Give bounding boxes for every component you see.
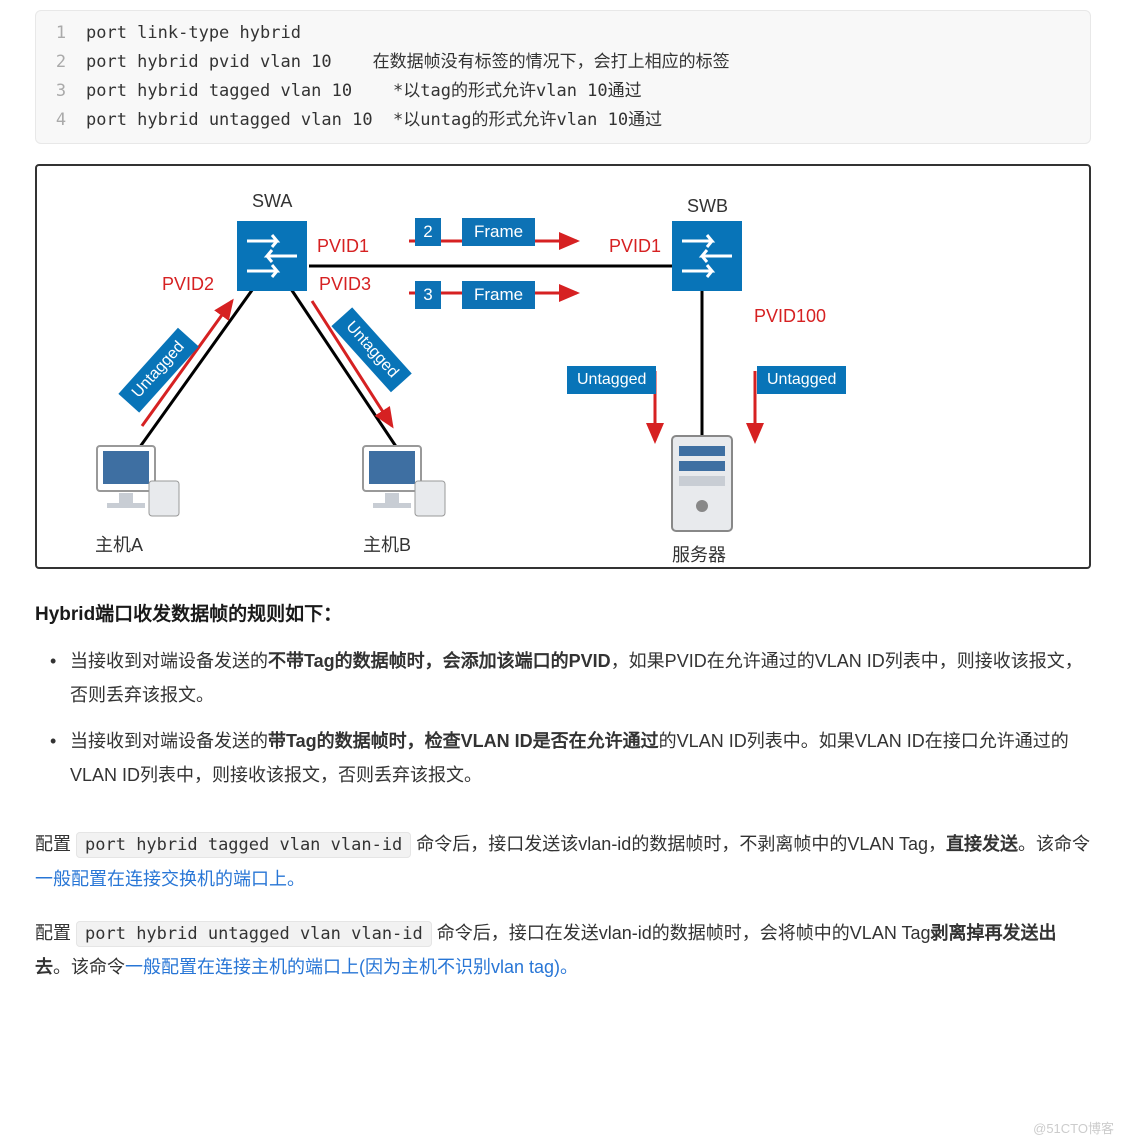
- code-content: port hybrid untagged vlan 10 *以untag的形式允…: [86, 106, 662, 135]
- untag-server2-label: Untagged: [757, 366, 846, 394]
- code-line: 4 port hybrid untagged vlan 10 *以untag的形…: [36, 106, 1090, 135]
- code-line: 1 port link-type hybrid: [36, 19, 1090, 48]
- list-text: 当接收到对端设备发送的: [70, 731, 268, 751]
- line-number: 4: [36, 106, 86, 135]
- pvid2-label: PVID2: [162, 274, 214, 295]
- host-a-label: 主机A: [95, 531, 143, 557]
- host-b-icon: [355, 441, 450, 526]
- bold-text: 不带Tag的数据帧时，会添加该端口的PVID: [268, 651, 611, 671]
- section-heading: Hybrid端口收发数据帧的规则如下：: [35, 599, 1091, 626]
- para-text: 配置: [35, 834, 76, 854]
- code-content: port hybrid tagged vlan 10 *以tag的形式允许vla…: [86, 77, 642, 106]
- swa-label: SWA: [252, 191, 292, 212]
- link-text: 一般配置在连接主机的端口上(因为主机不识别vlan tag)。: [125, 957, 578, 977]
- frame-num-3: 3: [415, 281, 441, 309]
- code-block: 1 port link-type hybrid 2 port hybrid pv…: [35, 10, 1091, 144]
- line-number: 2: [36, 48, 86, 77]
- untag-server1-label: Untagged: [567, 366, 656, 394]
- list-item: 当接收到对端设备发送的不带Tag的数据帧时，会添加该端口的PVID，如果PVID…: [70, 644, 1091, 712]
- para-text: 配置: [35, 923, 76, 943]
- inline-code: port hybrid untagged vlan vlan-id: [76, 921, 432, 947]
- frame-num-2: 2: [415, 218, 441, 246]
- server-icon: [657, 431, 747, 541]
- pvid3-label: PVID3: [319, 274, 371, 295]
- server-label: 服务器: [672, 541, 726, 567]
- swb-label: SWB: [687, 196, 728, 217]
- network-diagram: SWA SWB PVID1 PVID1 PVID2 PVID3 PVID100 …: [35, 164, 1091, 569]
- bullet-list: 当接收到对端设备发送的不带Tag的数据帧时，会添加该端口的PVID，如果PVID…: [35, 644, 1091, 793]
- switch-swa-icon: [237, 221, 307, 291]
- inline-code: port hybrid tagged vlan vlan-id: [76, 832, 411, 858]
- paragraph-tagged: 配置 port hybrid tagged vlan vlan-id 命令后，接…: [35, 827, 1091, 895]
- list-text: 当接收到对端设备发送的: [70, 651, 268, 671]
- para-text: 。该命令: [53, 957, 125, 977]
- frame-box-2: Frame: [462, 218, 535, 246]
- pvid1a-label: PVID1: [317, 236, 369, 257]
- para-text: 命令后，接口在发送vlan-id的数据帧时，会将帧中的VLAN Tag: [432, 923, 931, 943]
- paragraph-untagged: 配置 port hybrid untagged vlan vlan-id 命令后…: [35, 916, 1091, 984]
- code-line: 3 port hybrid tagged vlan 10 *以tag的形式允许v…: [36, 77, 1090, 106]
- bold-text: 带Tag的数据帧时，检查VLAN ID是否在允许通过: [268, 731, 659, 751]
- code-content: port link-type hybrid: [86, 19, 301, 48]
- host-b-label: 主机B: [363, 531, 411, 557]
- line-number: 3: [36, 77, 86, 106]
- pvid100-label: PVID100: [754, 306, 826, 327]
- code-content: port hybrid pvid vlan 10 在数据帧没有标签的情况下，会打…: [86, 48, 730, 77]
- bold-text: 直接发送: [946, 834, 1018, 854]
- host-a-icon: [89, 441, 184, 526]
- line-number: 1: [36, 19, 86, 48]
- switch-swb-icon: [672, 221, 742, 291]
- para-text: 命令后，接口发送该vlan-id的数据帧时，不剥离帧中的VLAN Tag，: [411, 834, 946, 854]
- code-line: 2 port hybrid pvid vlan 10 在数据帧没有标签的情况下，…: [36, 48, 1090, 77]
- watermark: @51CTO博客: [1033, 1118, 1114, 1137]
- frame-box-3: Frame: [462, 281, 535, 309]
- pvid1b-label: PVID1: [609, 236, 661, 257]
- para-text: 。该命令: [1018, 834, 1090, 854]
- link-text: 一般配置在连接交换机的端口上。: [35, 869, 305, 889]
- list-item: 当接收到对端设备发送的带Tag的数据帧时，检查VLAN ID是否在允许通过的VL…: [70, 724, 1091, 792]
